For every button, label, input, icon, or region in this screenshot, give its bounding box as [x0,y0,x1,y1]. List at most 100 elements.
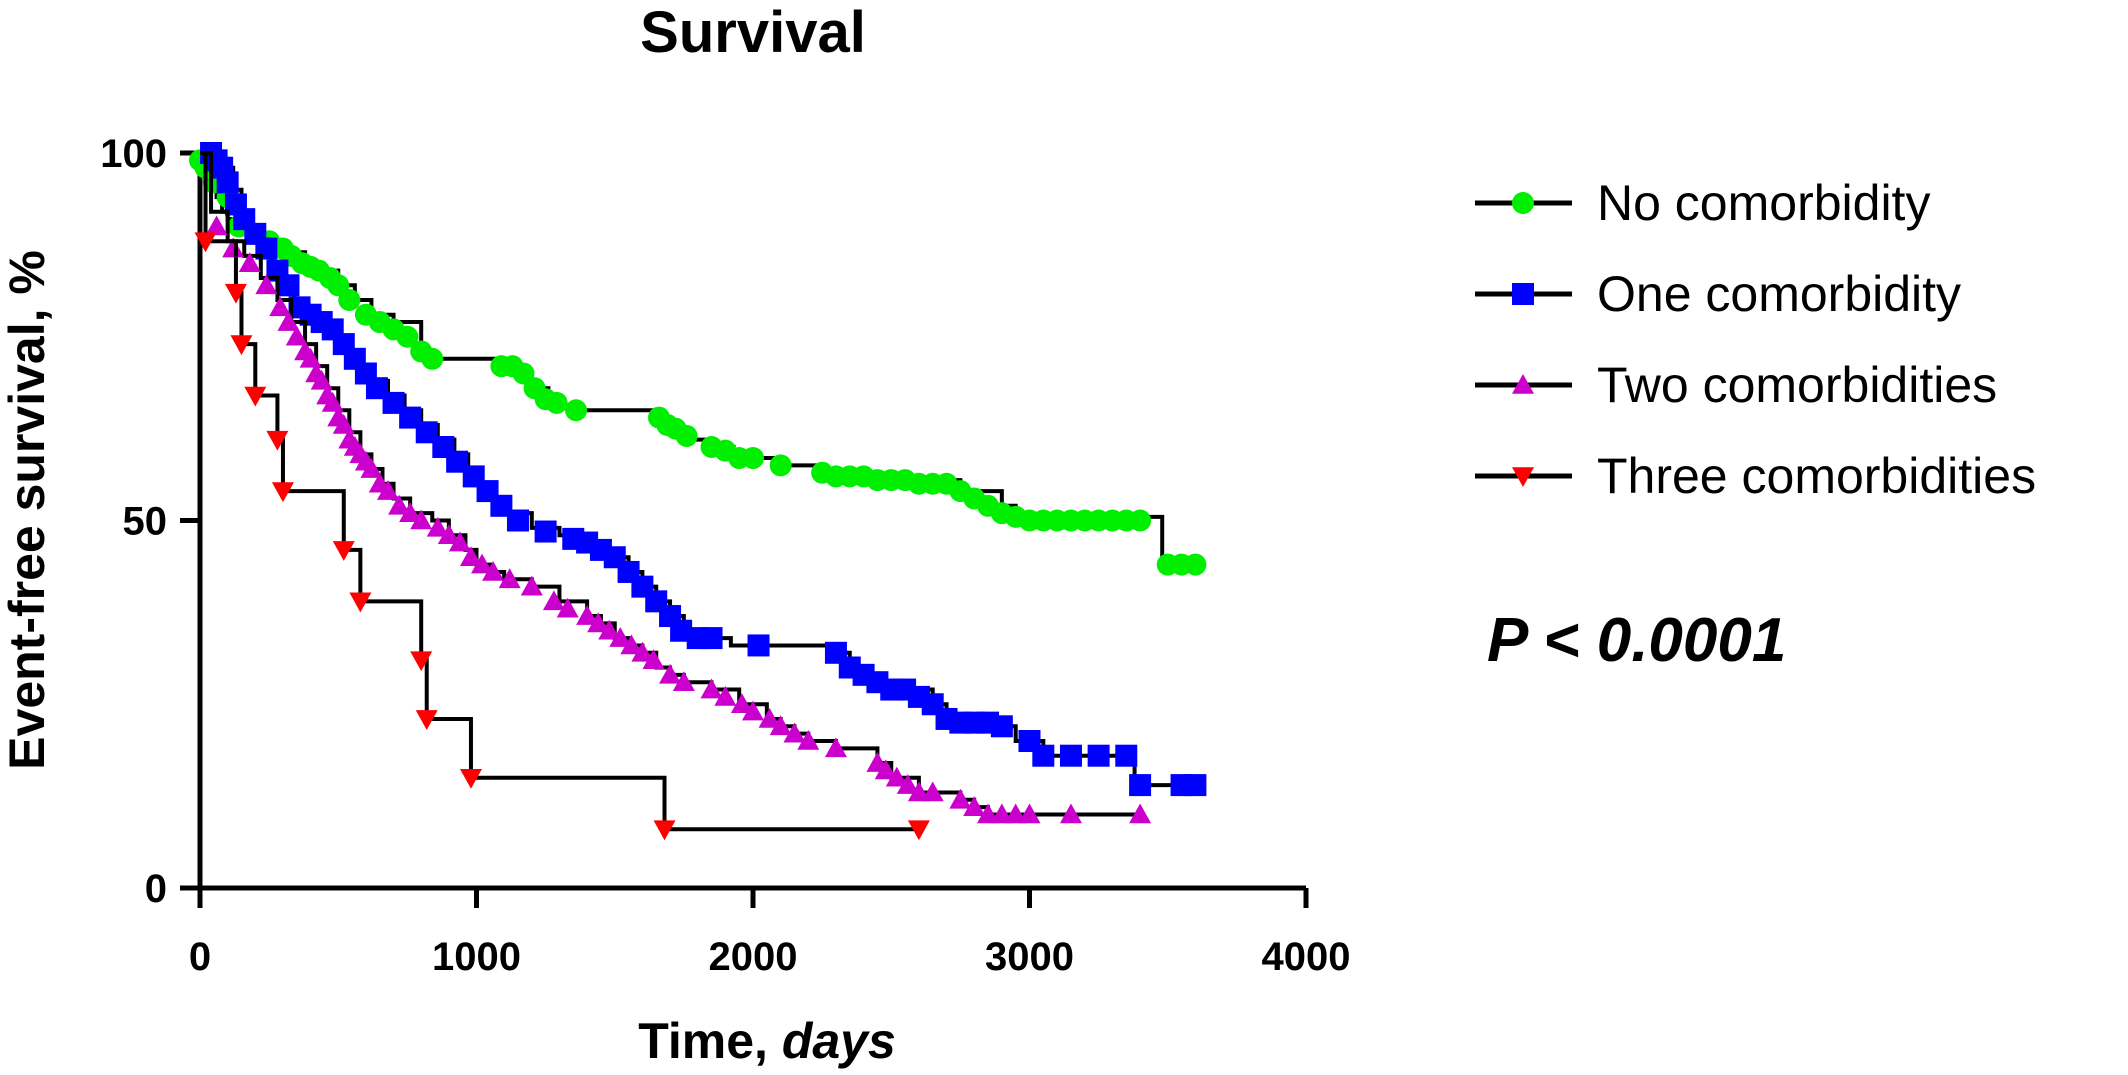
legend-label: No comorbidity [1597,175,1930,231]
series-point [885,766,908,787]
x-tick-label: 4000 [1262,935,1351,979]
series-point [576,605,599,625]
chart-title: Survival [640,0,866,65]
x-tick-label: 3000 [985,935,1074,979]
series-point [1129,803,1152,824]
series-point [482,560,505,581]
tick-labels: 0 1000 2000 3000 4000 0 50 100 [100,132,1350,979]
series-point [382,391,405,414]
series-point [244,386,267,407]
series-point [620,634,643,655]
series-point [459,546,482,567]
series-point [338,289,361,311]
series-point [670,619,693,642]
legend-item: Three comorbidities [1475,448,2036,504]
series-point [1032,744,1055,767]
series-1 [189,149,1207,576]
series-point [216,171,239,194]
series-point [565,399,588,422]
series-point [1087,744,1110,767]
series-point [642,649,665,669]
series-point [758,707,781,728]
series-point [426,516,449,537]
y-tick-label: 0 [145,867,167,911]
series-point [824,737,847,758]
series-point [471,553,494,574]
series-point [360,458,383,478]
series-point [437,524,460,544]
series-point [675,424,698,447]
series-point [730,693,753,714]
y-tick-label: 100 [100,132,167,176]
x-axis-label-main: Time, [638,1013,782,1069]
series-point [399,406,422,429]
series-point [230,335,253,356]
series-point [700,627,723,650]
series-point [990,715,1013,738]
series-4 [194,151,930,841]
series-point [1004,803,1027,824]
series-point [285,325,308,346]
series-point [963,796,986,816]
series-point [498,568,521,589]
legend: No comorbidity One comorbidity Two comorbi… [1475,175,2036,504]
series-point [1059,744,1082,767]
series-point [396,325,419,348]
series-point [349,592,372,613]
y-axis-label-group: Event-free survival, % [0,250,55,770]
series-point [1018,803,1041,824]
y-tick-label: 50 [123,500,168,544]
series-point [556,597,579,618]
series-point [921,781,944,802]
legend-marker [1512,283,1534,305]
series-point [410,509,433,530]
series-point [609,627,632,647]
series-point [490,494,513,517]
series-point [399,502,422,522]
series-point [747,634,770,657]
series-point [224,283,247,304]
series-point [1129,509,1152,532]
series-point [907,781,930,802]
series-point [1184,553,1207,576]
series-group [189,142,1207,841]
series-point [783,722,806,743]
series-point [266,430,289,451]
series-point [742,700,764,721]
series-point [388,494,411,515]
x-axis-label-unit: days [782,1013,896,1069]
series-point [797,730,820,750]
series-point [506,509,529,532]
series-point [896,774,919,794]
series-point [459,768,482,789]
series-point [269,296,292,317]
series-point [874,759,897,780]
axes [180,150,1309,908]
series-step-line [200,151,1196,788]
p-value-annotation: P < 0.0001 [1487,606,1786,675]
series-point [1184,774,1207,797]
x-tick-label: 0 [189,935,211,979]
series-point [448,531,471,552]
series-point [415,421,438,444]
series-point [277,311,300,331]
series-point [222,237,245,258]
series-point [598,619,621,640]
series-point [1129,774,1152,797]
series-point [255,274,278,295]
series-point [194,232,217,253]
series-point [631,641,654,662]
series-point [277,274,300,297]
series-point [659,663,682,684]
series-point [587,612,610,633]
legend-marker [1512,374,1534,394]
series-point [377,480,400,500]
series-point [672,671,695,691]
legend-marker [1512,467,1534,487]
x-axis-label: Time, days [638,1013,896,1069]
series-point [769,454,792,477]
series-point [714,685,737,706]
series-3 [200,151,1152,824]
series-point [1059,803,1082,824]
